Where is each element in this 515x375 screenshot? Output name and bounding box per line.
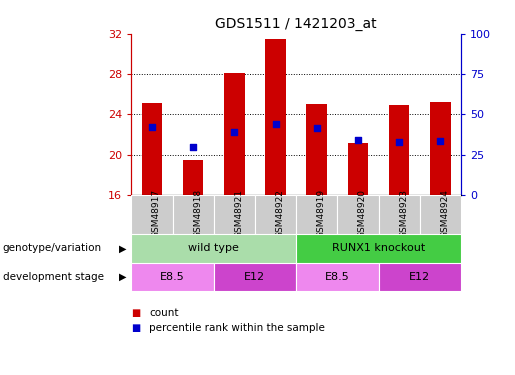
Bar (224, 73, 245, 195)
Text: GSM48920: GSM48920 (358, 189, 367, 238)
Text: GSM48924: GSM48924 (440, 189, 449, 238)
Point (395, 139, 403, 145)
Bar (265, 39, 286, 195)
Point (436, 138, 444, 144)
Text: GSM48917: GSM48917 (152, 189, 161, 238)
Bar (214, 262, 296, 291)
Bar (296, 195, 337, 234)
Point (354, 136, 362, 142)
Bar (214, 195, 255, 234)
Point (230, 129, 238, 135)
Bar (430, 102, 451, 195)
Text: wild type: wild type (188, 243, 239, 254)
Text: GSM48921: GSM48921 (234, 189, 243, 238)
Bar (173, 195, 214, 234)
Point (271, 122, 280, 128)
Text: ▶: ▶ (118, 243, 126, 254)
Bar (337, 195, 379, 234)
Bar (379, 195, 420, 234)
Text: genotype/variation: genotype/variation (3, 243, 101, 254)
Text: GSM48922: GSM48922 (276, 189, 284, 238)
Text: GSM48919: GSM48919 (317, 189, 325, 238)
Bar (296, 234, 461, 262)
Bar (142, 103, 162, 195)
Title: GDS1511 / 1421203_at: GDS1511 / 1421203_at (215, 17, 377, 32)
Bar (255, 195, 296, 234)
Text: development stage: development stage (3, 272, 104, 282)
Text: E12: E12 (409, 272, 431, 282)
Text: ▶: ▶ (118, 272, 126, 282)
Text: E8.5: E8.5 (325, 272, 350, 282)
Bar (296, 262, 379, 291)
Text: E8.5: E8.5 (160, 272, 185, 282)
Text: GSM48923: GSM48923 (399, 189, 408, 238)
Text: RUNX1 knockout: RUNX1 knockout (332, 243, 425, 254)
Bar (131, 234, 296, 262)
Point (313, 126, 321, 132)
Bar (379, 262, 461, 291)
Text: E12: E12 (244, 272, 266, 282)
Bar (389, 105, 409, 195)
Bar (306, 104, 327, 195)
Bar (348, 142, 368, 195)
Point (148, 124, 156, 130)
Text: ■: ■ (131, 308, 141, 318)
Bar (131, 262, 214, 291)
Text: ■: ■ (131, 323, 141, 333)
Text: percentile rank within the sample: percentile rank within the sample (149, 323, 325, 333)
Point (189, 144, 197, 150)
Text: GSM48918: GSM48918 (193, 189, 202, 238)
Bar (183, 160, 203, 195)
Text: count: count (149, 308, 179, 318)
Bar (420, 195, 461, 234)
Bar (131, 195, 173, 234)
